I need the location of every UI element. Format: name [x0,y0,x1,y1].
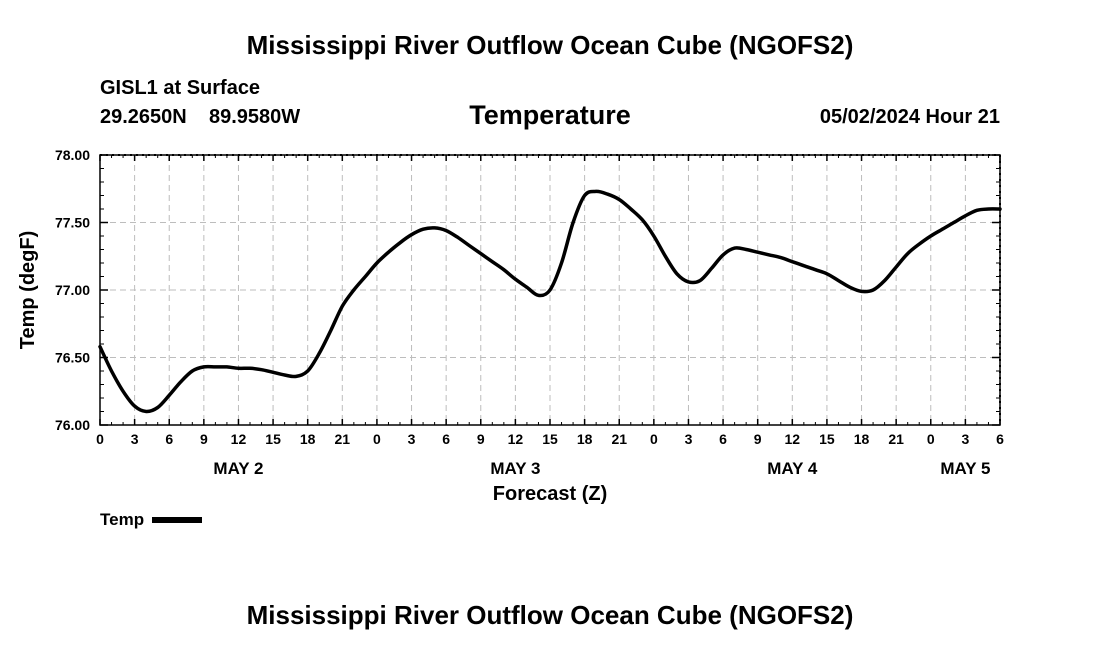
station-name: GISL1 at Surface [100,77,261,99]
x-axis-title: Forecast (Z) [493,483,607,505]
x-tick-label: 0 [96,431,104,447]
chart-datetime: 05/02/2024 Hour 21 [819,106,1000,128]
footer-title: Mississippi River Outflow Ocean Cube (NG… [246,600,854,630]
x-tick-label: 6 [719,431,727,447]
station-latitude: 29.2650N [100,106,187,128]
day-label: MAY 4 [767,459,818,478]
x-tick-label: 12 [508,431,524,447]
x-tick-label: 12 [785,431,801,447]
x-tick-label: 9 [754,431,762,447]
grid-layer [100,155,1000,425]
x-tick-label: 6 [996,431,1004,447]
x-tick-label: 0 [650,431,658,447]
y-tick-label: 76.00 [55,417,90,433]
legend-label: Temp [100,510,145,529]
x-tick-label: 3 [408,431,416,447]
x-tick-label: 15 [265,431,281,447]
x-tick-label: 18 [300,431,316,447]
x-tick-label: 21 [611,431,627,447]
y-tick-label: 77.50 [55,215,90,231]
x-tick-label: 6 [165,431,173,447]
station-longitude: 89.9580W [209,106,301,128]
x-tick-label: 18 [577,431,593,447]
y-axis-title: Temp (degF) [17,231,39,350]
x-tick-label: 9 [477,431,485,447]
day-label: MAY 2 [213,459,263,478]
x-tick-label: 3 [961,431,969,447]
y-tick-label: 76.50 [55,350,90,366]
x-tick-label: 21 [335,431,351,447]
y-tick-label: 78.00 [55,147,90,163]
x-tick-label: 15 [819,431,835,447]
x-tick-label: 3 [685,431,693,447]
chart-title: Temperature [469,100,631,130]
x-tick-label: 15 [542,431,558,447]
x-tick-label: 3 [131,431,139,447]
legend-line-swatch [152,516,203,523]
day-label: MAY 3 [490,459,540,478]
tick-layer [99,154,1001,426]
label-layer: 0 3 6 9 12 15 18 21 0 3 6 9 12 15 18 21 0 3 6 9 12 15 18 21 0 3 6 7… [55,147,1004,478]
y-tick-label: 77.00 [55,282,90,298]
x-tick-label: 0 [927,431,935,447]
legend: Temp [100,510,203,530]
x-tick-label: 9 [200,431,208,447]
x-tick-label: 6 [442,431,450,447]
temp-series-line [98,189,1002,414]
x-tick-label: 18 [854,431,870,447]
x-tick-label: 0 [373,431,381,447]
x-tick-label: 21 [888,431,904,447]
x-tick-label: 12 [231,431,247,447]
day-label: MAY 5 [940,459,990,478]
main-title: Mississippi River Outflow Ocean Cube (NG… [246,30,854,60]
